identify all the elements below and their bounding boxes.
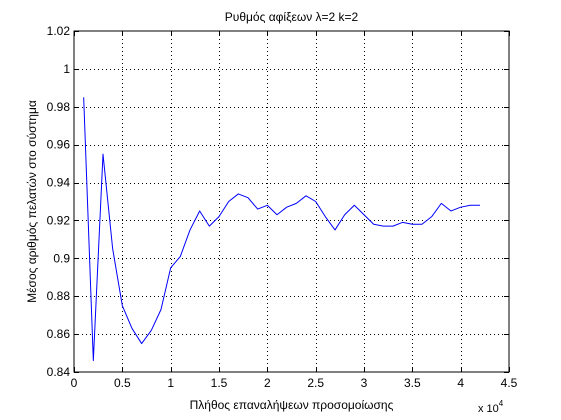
series-layer [83,97,480,362]
y-tick-label: 1 [63,62,70,76]
y-tick-label: 0.9 [53,251,70,265]
x-tick-label: 3 [361,376,368,390]
chart-title: Ρυθμός αφίξεων λ=2 k=2 [225,10,359,24]
y-tick-label: 0.86 [47,327,71,341]
x-tick-label: 4.5 [501,376,518,390]
y-tick-label: 0.94 [47,176,71,190]
plot-area [74,31,509,372]
y-tick-label: 0.88 [47,289,71,303]
grid [74,31,509,372]
x-axis-multiplier: x 104 [478,399,504,415]
tick-labels: 0 0.5 1 1.5 2 2.5 3 3.5 4 4.5 0.84 0.86 0.88 0.9 0.92 0… [47,24,518,390]
axes-box [73,30,510,373]
series-line [83,97,480,362]
y-tick-label: 0.96 [47,138,71,152]
y-axis-label: Μέσος αριθμός πελατών στο σύστημα [25,100,39,303]
y-tick-label: 0.92 [47,213,71,227]
y-tick-label: 0.84 [47,365,71,379]
x-tick-label: 2.5 [307,376,324,390]
x-tick-label: 1 [167,376,174,390]
ticks [74,31,510,373]
x-tick-label: 2 [264,376,271,390]
x-tick-label: 0.5 [114,376,131,390]
x-tick-label: 0 [71,376,78,390]
x-axis-multiplier-exponent: 4 [499,399,504,408]
y-tick-label: 0.98 [47,100,71,114]
x-tick-label: 3.5 [404,376,421,390]
x-axis-label: Πλήθος επαναλήψεων προσομοίωσης [190,398,394,412]
x-tick-label: 4 [457,376,464,390]
x-axis-multiplier-base: x 10 [478,403,499,415]
x-tick-label: 1.5 [211,376,228,390]
y-tick-label: 1.02 [47,24,71,38]
